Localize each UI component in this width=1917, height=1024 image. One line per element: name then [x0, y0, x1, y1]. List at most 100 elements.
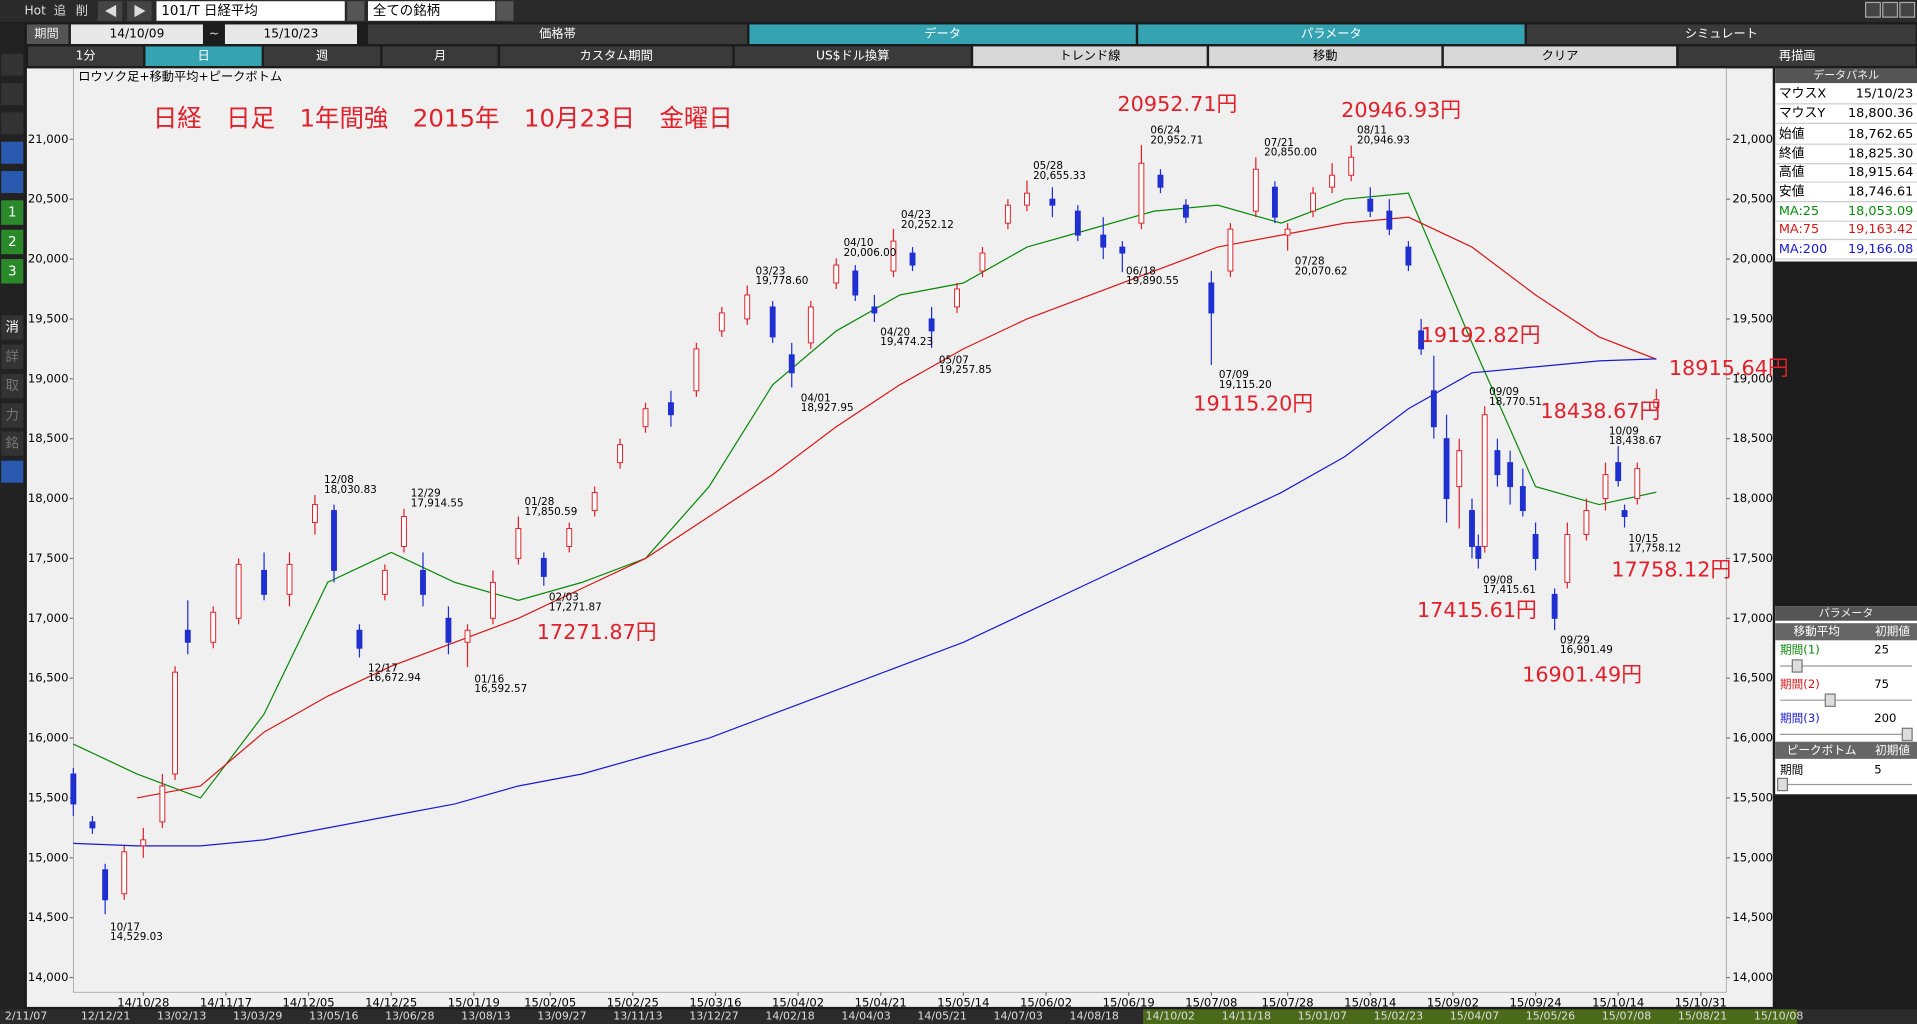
peak-date: 09/08 — [1483, 574, 1513, 586]
button[interactable] — [1678, 46, 1916, 66]
from-input[interactable] — [70, 24, 203, 44]
tool-icon[interactable] — [1, 229, 24, 255]
candle-body — [1564, 533, 1571, 583]
candle-body — [1602, 474, 1609, 500]
code-dropdown[interactable] — [347, 1, 365, 21]
param-label: 期間(2) — [1780, 677, 1820, 691]
tool-icon[interactable] — [1, 431, 24, 456]
candle-body — [235, 563, 242, 619]
add-button[interactable]: 追 — [54, 2, 66, 17]
y-tick-label: 15,500 — [28, 790, 69, 804]
peak-price: 16,672.94 — [368, 672, 421, 684]
overview-date: 13/02/13 — [157, 1010, 206, 1023]
data-label: 高値 — [1779, 164, 1805, 180]
peak-price: 19,257.85 — [939, 364, 992, 376]
overview-date: 13/12/27 — [689, 1010, 738, 1023]
hot-button[interactable]: Hot — [24, 3, 46, 17]
y-tick-label: 15,000 — [28, 850, 69, 864]
data-label: マウスX — [1779, 87, 1826, 102]
overview-date: 15/04/07 — [1450, 1010, 1499, 1023]
tool-icon[interactable] — [1, 315, 24, 340]
code-input[interactable] — [156, 1, 345, 21]
data-label: マウスY — [1779, 106, 1825, 121]
candle-body — [1329, 174, 1336, 188]
button[interactable] — [264, 46, 381, 66]
tab[interactable] — [1138, 24, 1525, 44]
button[interactable] — [734, 46, 971, 66]
y-tick-label: 16,000 — [1732, 731, 1773, 745]
button[interactable] — [1443, 46, 1677, 66]
candle-body — [890, 240, 897, 272]
maximize[interactable] — [1882, 1, 1899, 18]
period-label: 期間 — [34, 27, 58, 41]
y-tick-label: 14,500 — [1732, 910, 1773, 924]
param-slider-thumb[interactable] — [1824, 693, 1836, 707]
to-input[interactable] — [224, 24, 357, 44]
peak-date: 02/03 — [549, 592, 579, 604]
overview-date: 13/06/28 — [385, 1010, 434, 1023]
candle-body — [1227, 228, 1234, 272]
tab-label: シミュレート — [1685, 27, 1758, 41]
tool-icon-label: 取 — [5, 379, 18, 394]
tab[interactable] — [367, 24, 747, 44]
tool-icon[interactable] — [1, 344, 24, 370]
button[interactable] — [1209, 46, 1442, 66]
y-tick-label: 17,000 — [28, 611, 69, 625]
button[interactable] — [145, 46, 262, 66]
candle-body — [566, 528, 573, 547]
tool-icon[interactable] — [1, 171, 24, 194]
peak-init[interactable]: 初期値 — [1875, 743, 1910, 757]
settings-icon[interactable] — [1, 460, 24, 483]
data-panel-header — [1775, 68, 1917, 84]
price-annotation: 18438.67円 — [1540, 399, 1660, 423]
y-tick-label: 20,500 — [1732, 192, 1773, 206]
tool-icon[interactable] — [1, 112, 24, 135]
tool-icon[interactable] — [1, 53, 24, 76]
close[interactable] — [1899, 1, 1916, 18]
tool-icon[interactable] — [1, 83, 24, 106]
filter-input[interactable] — [367, 1, 496, 21]
x-tick-label: 15/05/14 — [937, 996, 989, 1010]
tab[interactable] — [749, 24, 1136, 44]
filter-dropdown[interactable] — [496, 1, 514, 21]
peak-slider-thumb[interactable] — [1777, 777, 1789, 792]
overview-date: 15/01/07 — [1298, 1010, 1347, 1023]
peak-price: 17,415.61 — [1483, 584, 1536, 596]
tool-icon[interactable] — [1, 141, 24, 164]
candle-body — [1284, 228, 1291, 236]
param-slider-thumb[interactable] — [1901, 727, 1913, 742]
tool-icon[interactable] — [1, 403, 24, 428]
peak-row-value: 5 — [1874, 762, 1881, 776]
y-tick-label: 21,000 — [1732, 132, 1773, 146]
candle-body — [1551, 593, 1558, 619]
button[interactable] — [500, 46, 733, 66]
param-label: 期間(3) — [1780, 711, 1820, 725]
param-slider-thumb[interactable] — [1791, 659, 1803, 673]
ma-init[interactable]: 初期値 — [1875, 624, 1910, 638]
candle-body — [871, 306, 878, 314]
y-tick-label: 20,000 — [1732, 252, 1773, 266]
y-tick-label: 20,000 — [28, 252, 69, 266]
tab-label: パラメータ — [1301, 27, 1362, 41]
button[interactable] — [973, 46, 1207, 66]
tab[interactable] — [1526, 24, 1916, 44]
tool-icon[interactable] — [1, 259, 24, 284]
button[interactable] — [382, 46, 498, 66]
overview-selection[interactable] — [1143, 1009, 1798, 1024]
delete-button[interactable]: 削 — [76, 3, 88, 17]
minimize[interactable] — [1865, 1, 1881, 18]
peak-price: 20,252.12 — [901, 219, 954, 231]
x-tick-label: 15/09/24 — [1509, 996, 1561, 1010]
tool-icon[interactable] — [1, 200, 24, 225]
candle-body — [1583, 510, 1590, 535]
candle-body — [159, 785, 166, 823]
peak-price: 14,529.03 — [110, 931, 163, 943]
button[interactable] — [28, 46, 144, 66]
button-label: 1分 — [76, 49, 96, 63]
x-tick-label: 15/02/25 — [607, 996, 659, 1010]
tool-icon[interactable] — [1, 373, 24, 399]
x-tick-label: 15/01/19 — [448, 996, 500, 1010]
candle-body — [807, 306, 814, 344]
candle-body — [1615, 462, 1622, 482]
